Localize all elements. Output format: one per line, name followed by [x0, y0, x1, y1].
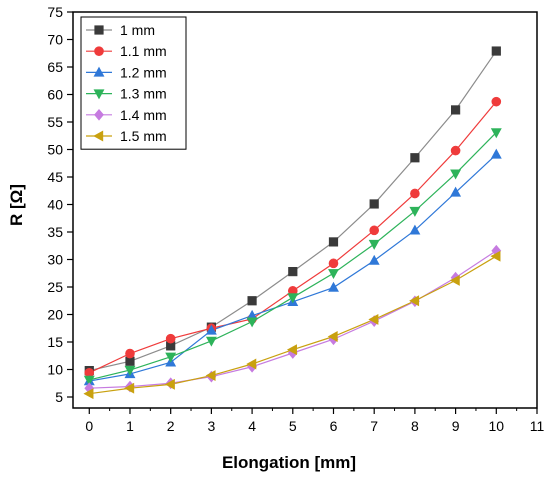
- legend-marker: [94, 108, 104, 121]
- data-point-series-0: [328, 237, 339, 247]
- data-point-series-1: [369, 225, 380, 236]
- y-tick-label: 5: [55, 389, 63, 405]
- data-point-series-0: [491, 46, 501, 56]
- data-point-series-3: [328, 269, 339, 280]
- legend-box: [80, 16, 187, 150]
- y-tick-label: 40: [47, 197, 63, 213]
- data-point-series-2: [450, 186, 462, 197]
- legend-marker: [94, 25, 104, 35]
- data-point-series-3: [246, 317, 258, 328]
- x-tick-label: 10: [489, 418, 505, 434]
- series-lines: [89, 50, 497, 395]
- legend-marker: [93, 66, 105, 77]
- series-markers: [83, 46, 502, 400]
- data-point-series-3: [205, 336, 217, 347]
- data-point-series-0: [450, 105, 461, 115]
- y-tick-label: 30: [47, 252, 63, 268]
- data-point-series-2: [205, 324, 217, 335]
- data-point-series-1: [125, 348, 135, 359]
- data-point-series-1: [450, 145, 461, 156]
- x-tick-label: 3: [207, 418, 215, 434]
- data-point-series-3: [368, 239, 380, 250]
- y-axis-title: R [Ω]: [7, 184, 26, 226]
- legend-label: 1.1 mm: [120, 43, 167, 59]
- data-point-series-5: [409, 295, 420, 307]
- data-point-series-3: [450, 169, 462, 180]
- x-tick-label: 6: [330, 418, 338, 434]
- legend: 1 mm 1.1 mm 1.2 mm 1.3 mm 1.4 mm 1.5 mm: [80, 16, 187, 150]
- data-point-series-5: [368, 313, 379, 325]
- x-tick-label: 8: [411, 418, 419, 434]
- data-point-series-5: [490, 250, 501, 262]
- legend-marker: [93, 130, 104, 142]
- plot-frame: [72, 11, 538, 409]
- data-point-series-1: [165, 333, 176, 344]
- data-point-series-2: [490, 148, 502, 159]
- data-point-series-3: [165, 352, 177, 363]
- x-tick-label: 7: [370, 418, 378, 434]
- y-tick-label: 55: [47, 114, 63, 130]
- data-point-series-1: [328, 258, 339, 269]
- legend-marker: [93, 89, 105, 100]
- data-point-series-5: [164, 378, 175, 390]
- data-point-series-2: [409, 224, 421, 235]
- data-point-series-2: [328, 281, 339, 292]
- x-tick-label: 11: [530, 418, 545, 434]
- legend-label: 1.4 mm: [120, 107, 167, 123]
- data-point-series-1: [410, 188, 420, 199]
- series-line-3: [89, 132, 497, 381]
- y-tick-label: 35: [47, 224, 63, 240]
- x-axis-ticks: 0 1 2 3 4 5 6 7 8 9 10 11: [85, 408, 544, 434]
- x-tick-label: 5: [289, 418, 297, 434]
- x-axis-title: Elongation [mm]: [222, 453, 356, 472]
- y-tick-label: 60: [47, 87, 63, 103]
- y-axis-ticks: 5 10 15 20 25 30 35 40 45 50 55 60 65 70 75: [47, 4, 73, 405]
- y-tick-label: 75: [47, 4, 63, 20]
- data-point-series-0: [247, 296, 257, 306]
- data-point-series-5: [246, 358, 257, 370]
- data-point-series-0: [369, 199, 379, 209]
- legend-label: 1.3 mm: [120, 86, 167, 102]
- y-tick-label: 25: [47, 279, 63, 295]
- data-point-series-3: [124, 365, 136, 376]
- data-point-series-5: [327, 331, 338, 342]
- y-tick-label: 15: [47, 334, 63, 350]
- x-tick-label: 9: [452, 418, 460, 434]
- x-tick-label: 4: [248, 418, 256, 434]
- legend-marker: [94, 46, 104, 57]
- data-point-series-3: [409, 206, 421, 217]
- data-point-series-5: [287, 344, 297, 356]
- y-tick-label: 50: [47, 142, 63, 158]
- data-point-series-3: [287, 293, 299, 304]
- y-tick-label: 70: [47, 32, 63, 48]
- legend-label: 1.2 mm: [120, 64, 167, 80]
- data-point-series-0: [288, 266, 298, 277]
- data-point-series-5: [83, 388, 94, 400]
- data-point-series-5: [449, 274, 460, 286]
- y-tick-label: 10: [47, 362, 63, 378]
- data-point-series-5: [124, 382, 135, 394]
- series-line-5: [89, 255, 497, 395]
- y-tick-label: 65: [47, 59, 63, 75]
- legend-label: 1.5 mm: [120, 128, 167, 144]
- data-point-series-3: [490, 128, 502, 139]
- x-tick-label: 0: [85, 418, 93, 434]
- data-point-series-1: [491, 96, 502, 107]
- data-point-series-5: [205, 370, 216, 382]
- legend-label: 1 mm: [120, 22, 155, 38]
- data-point-series-2: [368, 254, 380, 265]
- y-tick-label: 20: [47, 307, 63, 323]
- data-point-series-3: [83, 375, 95, 386]
- x-tick-label: 2: [167, 418, 175, 434]
- y-tick-label: 45: [47, 169, 63, 185]
- data-point-series-0: [410, 153, 420, 163]
- x-tick-label: 1: [126, 418, 134, 434]
- plot-area-border: [72, 11, 538, 409]
